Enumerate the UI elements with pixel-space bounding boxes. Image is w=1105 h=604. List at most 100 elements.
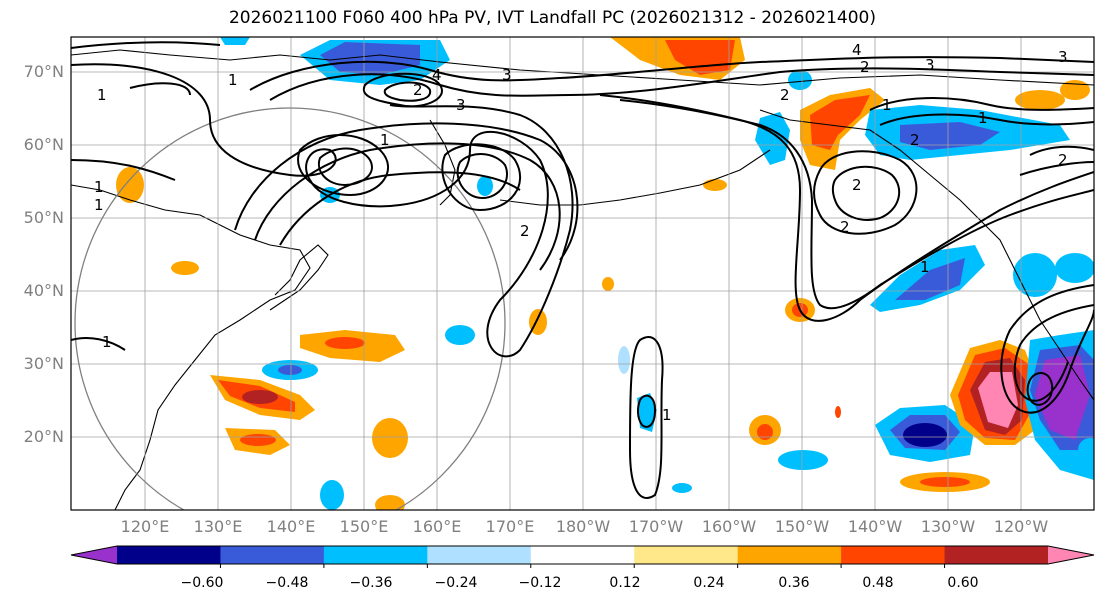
colorbar-extend-high: [1048, 546, 1094, 564]
contour-label: 1: [920, 258, 930, 276]
contour-label: 2: [910, 131, 920, 149]
contour-label: 2: [1058, 151, 1068, 169]
pv-patch: [788, 70, 812, 90]
ivt-contour: [234, 122, 579, 261]
pv-patch: [445, 325, 475, 345]
colorbar-tick-label: 0.60: [947, 575, 979, 591]
ivt-contour: [249, 56, 1094, 91]
colorbar-extend-low: [71, 546, 117, 564]
pv-patch: [778, 450, 828, 470]
plot-frame: [70, 36, 1095, 511]
coastline-japan: [269, 244, 329, 311]
ivt-contour: [71, 41, 221, 351]
colorbar-outline: [70, 545, 1095, 565]
pv-patch: [665, 40, 735, 75]
pv-patch: [1015, 90, 1065, 110]
lon-label: 170°W: [628, 517, 684, 536]
ivt-contour: [813, 150, 918, 235]
pv-patch: [372, 418, 408, 458]
lon-label: 150°W: [774, 517, 830, 536]
colorbar-tick-label: 0.24: [693, 575, 725, 591]
colorbar-segment: [427, 546, 532, 564]
colorbar-segment: [530, 546, 635, 564]
lon-label: 160°W: [701, 517, 757, 536]
lat-label: 60°N: [23, 135, 64, 154]
contour-label: 1: [882, 96, 892, 114]
colorbar-tick-label: 0.36: [778, 575, 810, 591]
pv-patch: [835, 406, 841, 418]
pv-patch: [757, 424, 773, 440]
colorbar-segment: [737, 546, 842, 564]
pv-patch: [278, 365, 302, 375]
ivt-contour: [1019, 145, 1094, 176]
pv-patch: [1055, 253, 1094, 283]
lon-label: 120°W: [993, 517, 1049, 536]
contour-label: 1: [662, 406, 672, 424]
pv-patch: [242, 390, 278, 404]
pv-patch: [703, 179, 727, 191]
lon-label: 170°E: [485, 517, 535, 536]
ivt-contour: [619, 99, 1094, 310]
pv-patch: [900, 122, 1000, 150]
contour-label: 3: [1058, 48, 1068, 66]
colorbar-tick-label: −0.36: [349, 575, 393, 591]
lon-label: 140°W: [847, 517, 903, 536]
lat-label: 70°N: [23, 62, 64, 81]
pv-patch: [1060, 80, 1090, 100]
pv-patch: [1078, 438, 1094, 462]
pv-patch: [602, 277, 614, 291]
colorbar-segment: [634, 546, 739, 564]
ivt-contour: [279, 171, 521, 246]
ivt-contour: [636, 394, 657, 428]
pv-patch: [325, 337, 365, 349]
ivt-contour: [831, 165, 901, 221]
pv-patch: [375, 495, 405, 510]
ivt-contour: [869, 97, 1094, 111]
colorbar: [70, 545, 1095, 568]
coastline-asia: [71, 184, 311, 510]
coastline-alaska: [759, 109, 1094, 401]
pv-patch: [618, 346, 630, 374]
contour-label: 1: [978, 109, 988, 127]
pv-patch: [240, 434, 276, 446]
lon-label: 130°W: [920, 517, 976, 536]
contour-label: 1: [228, 71, 238, 89]
colorbar-segment: [117, 546, 221, 564]
ivt-contour: [71, 82, 191, 181]
contour-label: 3: [925, 56, 935, 74]
contour-label: 1: [94, 196, 104, 214]
pv-patch: [672, 483, 692, 493]
pv-patch: [903, 423, 947, 447]
ivt-contour: [254, 142, 561, 271]
contour-label: 3: [456, 96, 466, 114]
lon-label: 180°W: [555, 517, 611, 536]
pv-patch: [810, 95, 870, 150]
pv-patch: [116, 167, 144, 203]
contour-label: 1: [102, 333, 112, 351]
pv-patch: [755, 112, 790, 165]
pv-patch: [978, 372, 1018, 428]
coastline-kamchatka: [429, 119, 456, 206]
contour-label-group: 1 1 1 1 1 2 3 4 3 2 1 1 4 2 3 3 2 1 2 2 …: [94, 41, 1068, 424]
pv-patch: [320, 480, 344, 510]
ivt-contour: [362, 72, 443, 108]
ivt-contour: [1000, 284, 1094, 414]
contour-label: 4: [432, 66, 442, 84]
contour-label: 2: [780, 86, 790, 104]
pv-patch: [220, 37, 250, 45]
lon-label: 160°E: [412, 517, 462, 536]
colorbar-tick-label: −0.60: [180, 575, 224, 591]
lat-label: 30°N: [23, 354, 64, 373]
lat-label: 20°N: [23, 427, 64, 446]
ivt-contour: [879, 113, 1094, 126]
colorbar-tick-label: 0.12: [609, 575, 641, 591]
gridlines: [71, 37, 1094, 510]
contour-label: 2: [852, 176, 862, 194]
pv-fill-patches: [116, 37, 1094, 510]
colorbar-tick-label: −0.24: [434, 575, 478, 591]
coastline-north: [71, 49, 1094, 86]
contour-label: 3: [502, 66, 512, 84]
ivt-contours: [71, 41, 1094, 499]
lon-label: 130°E: [193, 517, 243, 536]
